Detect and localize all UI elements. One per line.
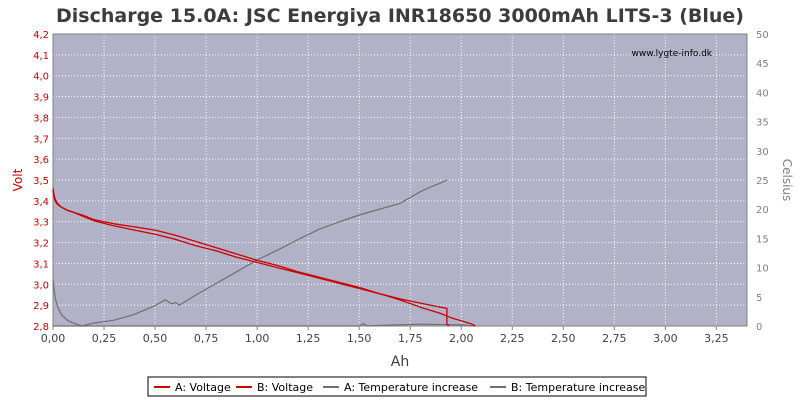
legend-box	[147, 376, 647, 397]
y-right-tick-label: 45	[756, 59, 769, 70]
y-right-tick-label: 15	[756, 234, 769, 245]
y-right-tick-label: 50	[756, 30, 769, 41]
y-left-tick-label: 4,1	[33, 51, 49, 62]
y-right-tick-label: 40	[756, 88, 769, 99]
y-left-tick-label: 3,5	[33, 176, 49, 187]
plot-border	[52, 33, 748, 327]
x-tick-label: 2,50	[551, 332, 576, 345]
y-right-tick-label: 25	[756, 176, 769, 187]
y-left-tick-label: 2,9	[33, 301, 49, 312]
series-line-b-temperature-increase	[53, 323, 476, 327]
grid-lines	[53, 34, 747, 326]
y-right-tick-label: 20	[756, 205, 769, 216]
x-tick-label: 0,50	[143, 332, 168, 345]
watermark: www.lygte-info.dk	[632, 49, 713, 59]
y-right-tick-label: 5	[756, 293, 762, 304]
y-right-tick-label: 35	[756, 118, 769, 129]
series-line-a-temperature-increase	[52, 179, 448, 327]
y-right-tick-label: 10	[756, 264, 769, 275]
y-left-tick-label: 3,7	[33, 134, 49, 145]
y-right-tick-label: 0	[756, 322, 762, 333]
x-axis-label: Ah	[391, 354, 409, 370]
y-left-tick-label: 4,2	[33, 30, 49, 41]
x-axis-ticks: 0,00 0,25 0,50 0,75 1,00 1,25 1,50 1,75 2,00 2,25…	[41, 326, 729, 345]
y-left-tick-label: 2,8	[33, 322, 49, 333]
x-tick-label: 1,00	[245, 332, 270, 345]
x-tick-label: 2,00	[449, 332, 474, 345]
x-tick-label: 1,50	[347, 332, 372, 345]
legend: A: Voltage B: Voltage A: Temperature incre…	[147, 376, 647, 397]
x-tick-label: 1,25	[296, 332, 321, 345]
y-left-tick-label: 3,2	[33, 239, 49, 250]
legend-label: A: Voltage	[175, 381, 231, 394]
x-tick-label: 2,25	[500, 332, 525, 345]
y-left-tick-label: 4,0	[33, 72, 49, 83]
y-left-tick-label: 3,8	[33, 113, 49, 124]
y-left-axis-ticks: 2,8 2,9 3,0 3,1 3,2 3,3 3,4 3,5 3,6 3,7 3,8 3,9 4,0 4…	[33, 30, 49, 333]
series-layer	[52, 179, 476, 327]
legend-label: B: Voltage	[257, 381, 313, 394]
x-tick-label: 3,25	[704, 332, 729, 345]
y-left-axis-label: Volt	[11, 168, 25, 191]
y-right-axis-ticks: 0 5 10 15 20 25 30 35 40 45 50	[756, 30, 769, 333]
y-right-tick-label: 30	[756, 147, 769, 158]
y-left-tick-label: 3,1	[33, 259, 49, 270]
x-tick-label: 3,00	[653, 332, 678, 345]
y-left-tick-label: 3,4	[33, 197, 49, 208]
y-left-tick-label: 3,9	[33, 93, 49, 104]
y-right-axis-label: Celsius	[780, 159, 794, 202]
series-line-b-voltage	[52, 190, 476, 327]
legend-label: B: Temperature increase	[511, 381, 646, 394]
plot-area	[53, 34, 747, 326]
x-tick-label: 0,25	[92, 332, 117, 345]
y-left-tick-label: 3,3	[33, 218, 49, 229]
y-left-tick-label: 3,6	[33, 155, 49, 166]
y-left-tick-label: 3,0	[33, 280, 49, 291]
x-tick-label: 2,75	[602, 332, 627, 345]
x-tick-label: 0,00	[41, 332, 66, 345]
legend-label: A: Temperature increase	[344, 381, 478, 394]
x-tick-label: 0,75	[194, 332, 219, 345]
chart-title: Discharge 15.0A: JSC Energiya INR18650 3…	[56, 5, 744, 27]
x-tick-label: 1,75	[398, 332, 423, 345]
